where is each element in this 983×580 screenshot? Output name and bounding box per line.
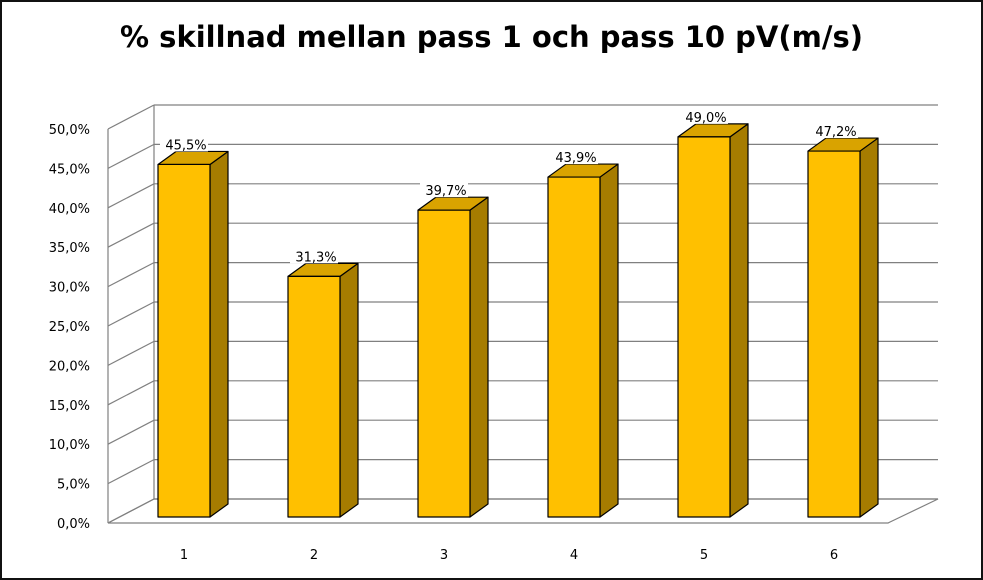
x-tick-label: 2: [310, 548, 318, 563]
side-gridline: [107, 459, 155, 485]
x-tick-label: 6: [830, 548, 838, 563]
bar-side: [469, 196, 489, 518]
chart-title: % skillnad mellan pass 1 och pass 10 pV(…: [120, 20, 863, 54]
side-gridline: [107, 143, 155, 169]
bar-side: [339, 262, 359, 518]
data-label-bg: [160, 134, 208, 152]
bar: [287, 275, 341, 518]
y-tick-label: 50,0%: [49, 123, 90, 138]
y-tick-label: 45,0%: [49, 162, 90, 177]
side-gridline: [107, 380, 155, 406]
y-tick-label: 10,0%: [49, 438, 90, 453]
data-label: 45,5%: [165, 138, 206, 153]
y-tick-label: 20,0%: [49, 359, 90, 374]
bar: [417, 209, 471, 518]
side-gridline: [107, 301, 155, 327]
side-gridline: [107, 419, 155, 445]
bar: [157, 163, 211, 518]
bar: [677, 136, 731, 518]
y-tick-label: 25,0%: [49, 320, 90, 335]
bar: [807, 150, 861, 518]
x-tick-label: 4: [570, 548, 578, 563]
y-tick-label: 0,0%: [57, 517, 90, 532]
x-tick-label: 5: [700, 548, 708, 563]
x-tick-label: 1: [180, 548, 188, 563]
y-tick-label: 5,0%: [57, 478, 90, 493]
y-tick-label: 40,0%: [49, 202, 90, 217]
data-label-bg: [290, 246, 338, 264]
y-tick-label: 35,0%: [49, 241, 90, 256]
side-gridline: [107, 222, 155, 248]
bar-side: [859, 137, 879, 518]
data-label: 49,0%: [685, 111, 726, 126]
bar: [547, 176, 601, 518]
y-tick-label: 15,0%: [49, 399, 90, 414]
side-gridline: [107, 183, 155, 209]
data-label: 43,9%: [555, 151, 596, 166]
chart-floor: [107, 498, 939, 524]
bar-side: [599, 163, 619, 518]
data-label-bg: [810, 121, 858, 139]
data-label: 39,7%: [425, 184, 466, 199]
data-label: 31,3%: [295, 250, 336, 265]
bar-side: [209, 150, 229, 518]
y-tick-label: 30,0%: [49, 281, 90, 296]
bar-side: [729, 123, 749, 518]
side-gridline: [107, 262, 155, 288]
side-gridline: [107, 104, 155, 130]
data-label: 47,2%: [815, 125, 856, 140]
x-tick-label: 3: [440, 548, 448, 563]
side-gridline: [107, 340, 155, 366]
data-label-bg: [680, 106, 728, 124]
data-label-bg: [420, 180, 468, 198]
data-label-bg: [550, 147, 598, 165]
